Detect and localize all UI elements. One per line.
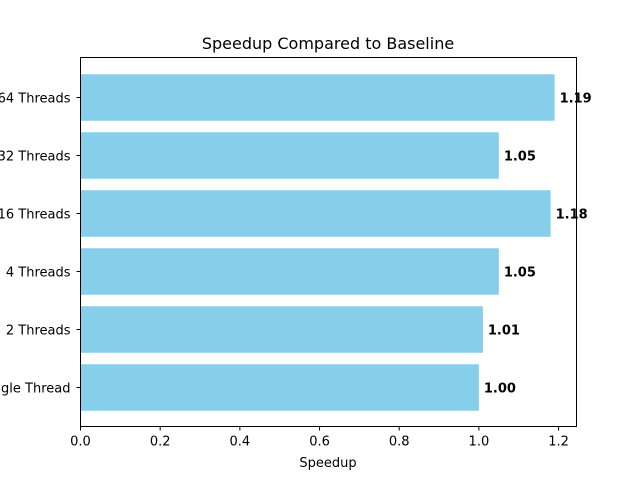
bar <box>80 306 483 353</box>
x-tick-label: 0.8 <box>389 435 410 450</box>
y-tick-label: 2 Threads <box>6 324 71 339</box>
bar-value-label: 1.05 <box>504 150 536 165</box>
x-tick-label: 1.0 <box>469 435 490 450</box>
x-tick-label: 0.4 <box>230 435 251 450</box>
bar <box>80 132 499 179</box>
x-tick-label: 1.2 <box>548 435 569 450</box>
bar-value-label: 1.05 <box>504 266 536 281</box>
y-tick-label: Single Thread <box>0 382 71 397</box>
y-tick-label: 4 Threads <box>6 266 71 281</box>
x-tick-label: 0.2 <box>150 435 171 450</box>
y-tick-label: 16 Threads <box>0 208 71 223</box>
plot-frame <box>80 57 577 427</box>
bar <box>80 190 551 237</box>
x-axis-ticks: 0.0 0.2 0.4 0.6 0.8 1.0 1.2 <box>70 426 569 450</box>
y-tick-label: 32 Threads <box>0 150 71 165</box>
y-axis-ticks: Single Thread 2 Threads 4 Threads 16 Thread… <box>0 92 81 397</box>
bar-value-label: 1.18 <box>556 208 588 223</box>
bar-group <box>80 74 555 411</box>
x-tick-label: 0.0 <box>70 435 91 450</box>
bar <box>80 248 499 295</box>
y-tick-label: 64 Threads <box>0 92 71 107</box>
bar-value-label: 1.01 <box>488 324 520 339</box>
value-label-group: 1.00 1.01 1.05 1.18 1.05 1.19 <box>484 92 592 397</box>
bar-value-label: 1.19 <box>560 92 592 107</box>
bar <box>80 364 479 411</box>
x-tick-label: 0.6 <box>309 435 330 450</box>
x-axis-label: Speedup <box>299 456 356 471</box>
bar <box>80 74 555 121</box>
chart-title: Speedup Compared to Baseline <box>202 34 454 53</box>
bar-value-label: 1.00 <box>484 382 516 397</box>
